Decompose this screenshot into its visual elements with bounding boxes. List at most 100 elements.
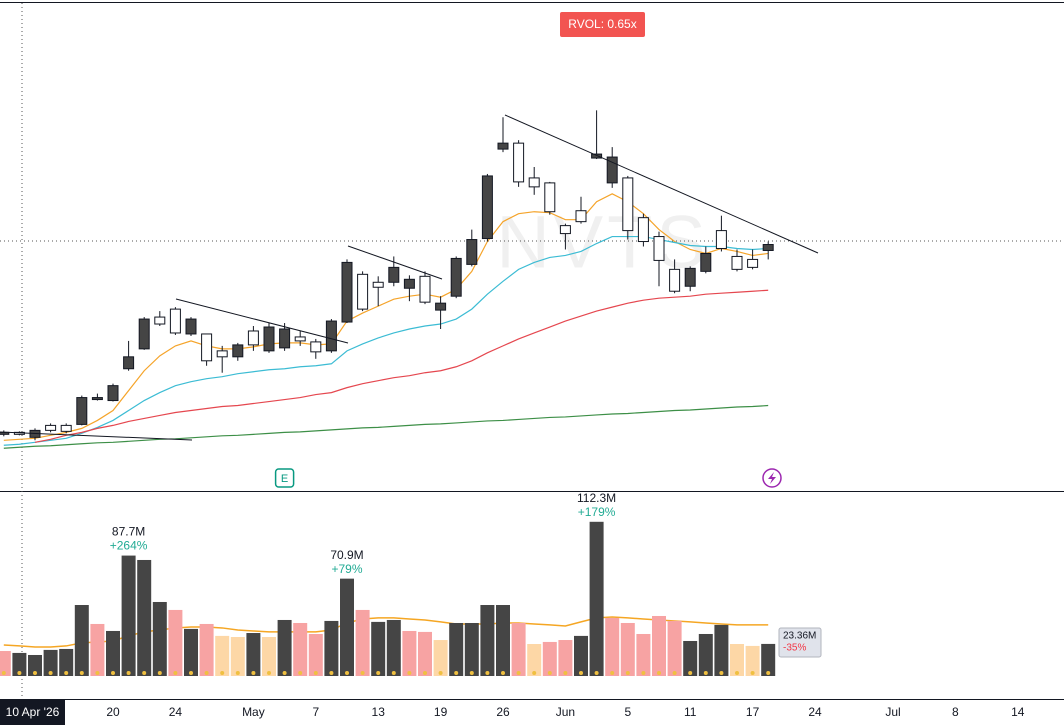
moving-average bbox=[3, 404, 769, 449]
volume-bar bbox=[542, 641, 557, 676]
volume-bar bbox=[558, 640, 573, 676]
volume-bar bbox=[12, 652, 27, 676]
x-tick-label: 24 bbox=[169, 705, 183, 719]
volume-bar bbox=[308, 633, 323, 676]
volume-dot bbox=[79, 671, 84, 675]
volume-change-label: +79% bbox=[331, 562, 362, 576]
volume-dot bbox=[750, 671, 755, 675]
volume-dot bbox=[672, 671, 677, 675]
x-tick-label: May bbox=[242, 705, 265, 719]
volume-value-label: 23.36M bbox=[783, 631, 816, 642]
trend-line bbox=[504, 114, 819, 254]
volume-bar bbox=[246, 633, 261, 676]
volume-dot bbox=[454, 671, 459, 675]
volume-bar bbox=[745, 645, 760, 676]
candle-body bbox=[747, 258, 759, 268]
volume-dot bbox=[423, 671, 427, 675]
candle-body bbox=[731, 255, 743, 270]
candle-body bbox=[169, 308, 181, 334]
trend-line bbox=[175, 298, 349, 344]
candle-body bbox=[435, 302, 447, 311]
candle-body bbox=[216, 350, 228, 358]
volume-label-box bbox=[778, 627, 822, 658]
volume-bar bbox=[449, 622, 464, 676]
volume-value-label: 112.3M bbox=[577, 491, 616, 505]
lightning-icon bbox=[762, 468, 782, 488]
volume-dot bbox=[657, 671, 661, 675]
volume-bar bbox=[199, 623, 214, 676]
volume-bar bbox=[683, 640, 698, 676]
x-tick-label: 17 bbox=[746, 705, 760, 719]
x-tick-label: 26 bbox=[496, 705, 510, 719]
x-tick-label: 14 bbox=[1011, 705, 1025, 719]
volume-dot bbox=[345, 671, 349, 675]
volume-dot bbox=[735, 671, 739, 675]
volume-dot bbox=[376, 671, 381, 675]
volume-bar bbox=[527, 644, 542, 676]
volume-dot bbox=[329, 671, 334, 675]
candle-body bbox=[154, 316, 166, 325]
volume-dot bbox=[407, 671, 412, 675]
volume-bar bbox=[43, 649, 58, 676]
volume-dot bbox=[391, 671, 396, 675]
volume-dot bbox=[64, 671, 69, 675]
volume-dot bbox=[469, 671, 474, 675]
candle-body bbox=[201, 333, 213, 362]
volume-dot bbox=[17, 671, 22, 675]
candle-body bbox=[669, 268, 681, 292]
event-label: E bbox=[281, 473, 288, 485]
volume-dot bbox=[204, 671, 209, 675]
volume-bar bbox=[106, 630, 120, 676]
x-tick-label: 24 bbox=[808, 705, 822, 719]
volume-dot bbox=[157, 671, 162, 675]
volume-dot bbox=[267, 671, 271, 675]
volume-dot bbox=[360, 671, 365, 675]
volume-dot bbox=[220, 671, 225, 675]
x-tick-label: 10 Apr '26 bbox=[6, 705, 60, 719]
volume-dot bbox=[142, 671, 147, 675]
volume-dot bbox=[501, 671, 505, 675]
candle-body bbox=[481, 175, 493, 240]
volume-bar bbox=[215, 635, 230, 676]
volume-bar bbox=[698, 633, 713, 676]
volume-bar bbox=[355, 609, 370, 676]
candle-body bbox=[544, 182, 556, 213]
volume-dot bbox=[438, 671, 443, 675]
candle-body bbox=[232, 344, 244, 358]
x-tick-label: Jul bbox=[885, 705, 900, 719]
volume-dot bbox=[126, 671, 131, 675]
candle-body bbox=[637, 217, 649, 243]
x-tick-label: 5 bbox=[624, 705, 631, 719]
volume-bar bbox=[152, 601, 167, 676]
candle-body bbox=[279, 328, 291, 349]
x-tick-label: 20 bbox=[106, 705, 120, 719]
candle-body bbox=[325, 320, 337, 352]
volume-bar bbox=[418, 631, 432, 676]
volume-bar bbox=[90, 623, 105, 676]
moving-average bbox=[3, 193, 769, 441]
volume-value-label: 70.9M bbox=[330, 548, 363, 562]
moving-average bbox=[34, 289, 769, 443]
candle-body bbox=[123, 356, 135, 370]
candle-body bbox=[247, 330, 259, 346]
volume-bar bbox=[28, 654, 42, 676]
icon-bolt bbox=[768, 472, 776, 484]
volume-dot bbox=[298, 671, 303, 675]
volume-dot bbox=[641, 671, 646, 675]
volume-bar bbox=[652, 615, 666, 676]
volume-change-label: +179% bbox=[578, 505, 616, 519]
candle-body bbox=[372, 281, 384, 288]
candle-body bbox=[762, 244, 774, 251]
volume-dot bbox=[625, 671, 630, 675]
candle-body bbox=[138, 318, 150, 350]
volume-bar bbox=[667, 620, 682, 676]
volume-dot bbox=[251, 671, 256, 675]
volume-dot bbox=[610, 671, 615, 675]
volume-bar bbox=[496, 605, 510, 676]
volume-dot bbox=[485, 671, 490, 675]
volume-dot bbox=[173, 671, 178, 675]
volume-bar bbox=[293, 622, 308, 676]
candle-body bbox=[185, 318, 197, 335]
volume-dot bbox=[33, 671, 37, 675]
